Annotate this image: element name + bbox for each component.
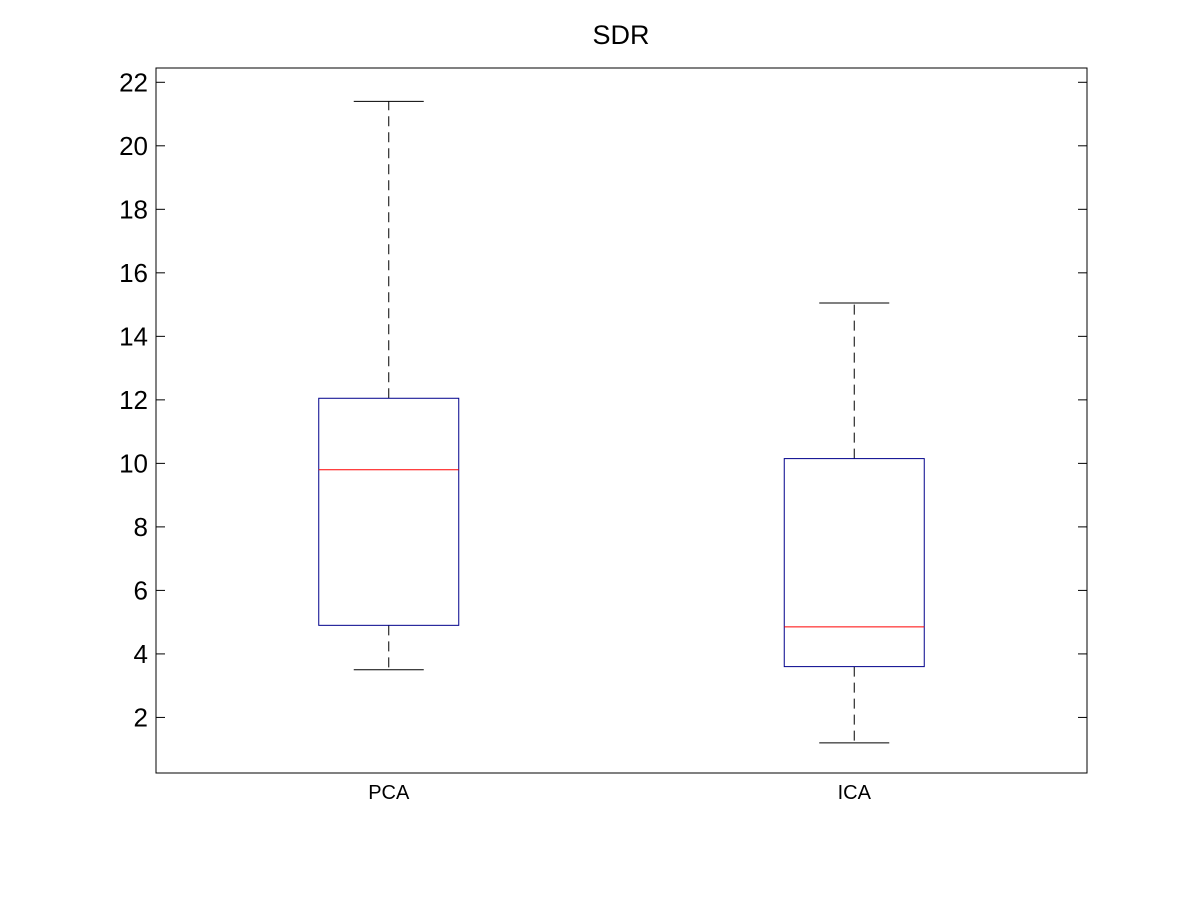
y-tick-label: 8 bbox=[134, 512, 148, 542]
box-iqr bbox=[318, 397, 460, 626]
y-tick-label: 22 bbox=[119, 67, 148, 97]
y-tick-label: 14 bbox=[119, 321, 148, 351]
y-tick-label: 10 bbox=[119, 448, 148, 478]
box-series bbox=[318, 100, 925, 744]
x-axis: PCA ICA bbox=[368, 782, 871, 804]
y-tick-label: 12 bbox=[119, 385, 148, 415]
box-pca bbox=[318, 100, 460, 671]
y-tick-label: 20 bbox=[119, 131, 148, 161]
chart-title: SDR bbox=[592, 20, 649, 50]
x-tick-label: PCA bbox=[368, 782, 410, 804]
y-tick-label: 18 bbox=[119, 194, 148, 224]
plot-area-frame bbox=[155, 67, 1088, 774]
box-ica bbox=[783, 302, 925, 744]
y-tick-label: 2 bbox=[134, 702, 148, 732]
y-tick-label: 4 bbox=[134, 639, 148, 669]
box-iqr bbox=[783, 458, 925, 668]
y-tick-label: 16 bbox=[119, 258, 148, 288]
y-tick-label: 6 bbox=[134, 575, 148, 605]
y-axis: 2 4 6 8 10 12 14 16 18 20 22 bbox=[119, 67, 1087, 732]
x-tick-label: ICA bbox=[838, 782, 872, 804]
